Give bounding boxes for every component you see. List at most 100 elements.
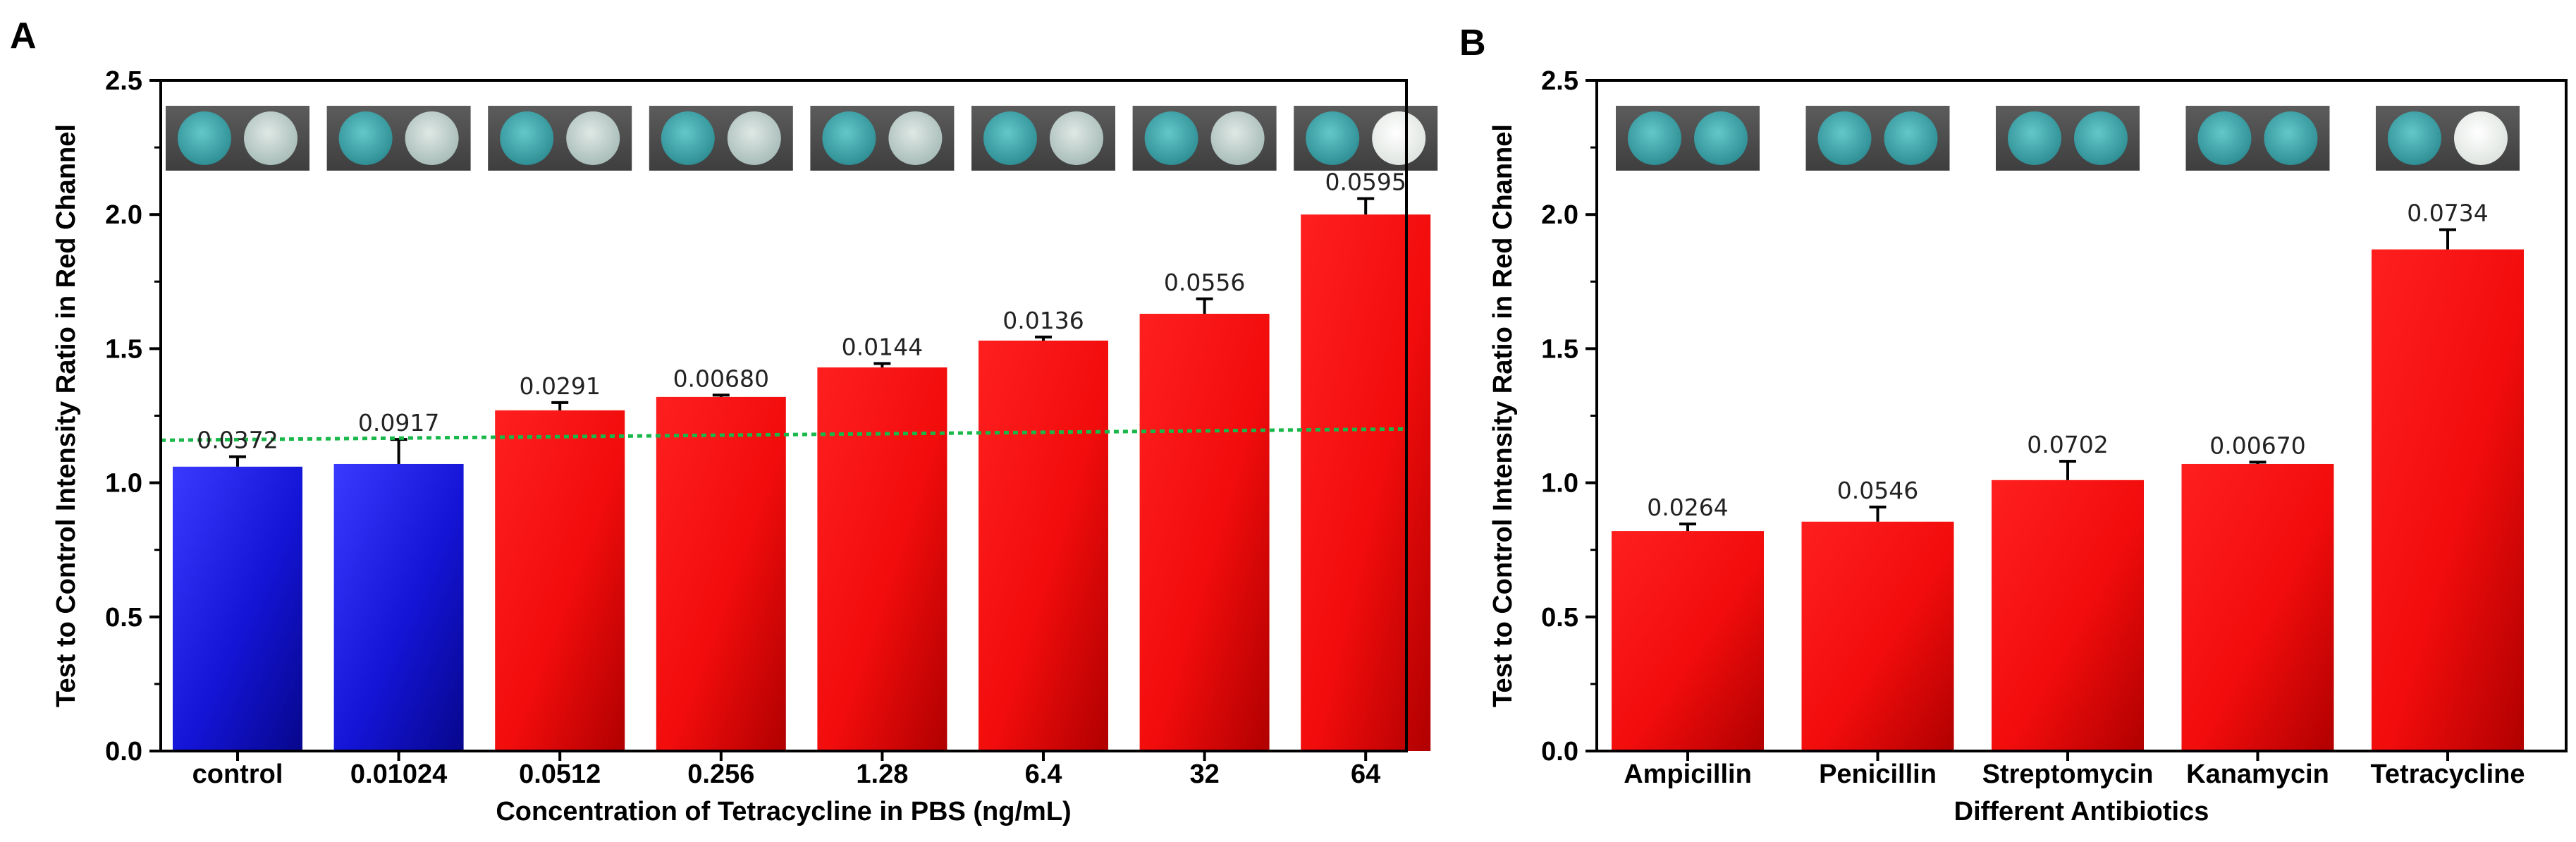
b-y-tick-label: 2.5 [1541, 66, 1578, 96]
a-y-tick-label: 0.5 [105, 603, 142, 633]
control-spot [1210, 111, 1265, 165]
panel-b-strip-photos [1616, 106, 2520, 171]
b-y-tick-label: 1.0 [1541, 469, 1578, 499]
test-spot [2388, 111, 2441, 165]
b-x-tick-label: Tetracycline [2371, 759, 2525, 789]
panel-b-bars [1612, 249, 2524, 752]
b-x-tick-label: Kanamycin [2186, 759, 2329, 789]
b-strip-photo [1996, 106, 2140, 171]
b-error-label: 0.0264 [1647, 494, 1728, 521]
a-x-tick-label: 6.4 [1025, 759, 1062, 789]
test-spot [1306, 111, 1360, 165]
b-error-label: 0.0546 [1837, 477, 1918, 504]
b-strip-photo [2376, 106, 2520, 171]
a-error-label: 0.0291 [519, 372, 600, 400]
panel-a-bars [173, 214, 1431, 751]
panel-b-x-axis-title: Different Antibiotics [1954, 797, 2209, 826]
a-bar-0-256 [656, 396, 786, 751]
a-strip-photo [1132, 106, 1277, 171]
panel-a-strip-photos [166, 106, 1438, 171]
b-y-tick-label: 2.0 [1541, 200, 1578, 230]
b-strip-photo [1805, 106, 1950, 171]
panel-a-letter: A [10, 16, 37, 56]
a-y-tick-label: 2.5 [105, 66, 142, 96]
panel-a-threshold-layer [160, 427, 1407, 442]
control-spot [2074, 111, 2128, 165]
control-spot [566, 111, 620, 165]
a-y-tick-label: 1.0 [105, 469, 142, 499]
a-strip-photo [1294, 106, 1438, 171]
a-error-label: 0.0595 [1325, 169, 1406, 196]
b-error-label: 0.0702 [2027, 431, 2108, 458]
control-spot [244, 111, 298, 165]
control-spot [1050, 111, 1103, 165]
test-spot [178, 111, 231, 165]
panel-a-x-axis-title: Concentration of Tetracycline in PBS (ng… [496, 797, 1071, 826]
a-bar-32 [1139, 313, 1270, 751]
b-error-label: 0.0734 [2407, 200, 2488, 227]
control-spot [1694, 111, 1748, 165]
panel-a-error-bars [229, 197, 1375, 467]
control-spot [727, 111, 781, 165]
a-x-tick-label: control [192, 759, 283, 789]
a-error-label: 0.00680 [673, 365, 769, 392]
a-strip-photo [810, 106, 955, 171]
test-spot [1144, 111, 1198, 165]
panel-b-y-axis-title: Test to Control Intensity Ratio in Red C… [1488, 124, 1518, 707]
test-spot [1628, 111, 1681, 165]
b-x-tick-label: Ampicillin [1624, 759, 1752, 789]
control-spot [2264, 111, 2318, 165]
a-strip-photo [649, 106, 793, 171]
b-bar-ampicillin [1612, 531, 1764, 751]
a-bar-control [173, 466, 302, 751]
test-spot [2008, 111, 2061, 165]
panel-a-x-axis: control 0.01024 0.0512 0.256 1.28 6.4 32 64 [192, 751, 1380, 789]
a-x-tick-label: 32 [1189, 759, 1219, 789]
a-bar-6-4 [979, 340, 1108, 751]
a-strip-photo [166, 106, 309, 171]
test-spot [661, 111, 715, 165]
test-spot [338, 111, 393, 165]
a-x-tick-label: 1.28 [856, 759, 908, 789]
b-x-tick-label: Streptomycin [1982, 759, 2154, 789]
panel-a-data-labels: 0.0372 0.0917 0.0291 0.00680 0.0144 0.0136 0.0… [197, 169, 1406, 454]
test-spot [1817, 111, 1872, 165]
b-bar-penicillin [1801, 521, 1954, 751]
a-bar-1-28 [817, 367, 947, 751]
a-y-tick-label: 0.0 [105, 737, 142, 767]
a-strip-photo [971, 106, 1115, 171]
panel-b-error-bars [1679, 228, 2456, 532]
b-y-tick-label: 0.5 [1541, 603, 1578, 633]
a-x-tick-label: 0.0512 [519, 759, 601, 789]
b-strip-photo [2185, 106, 2330, 171]
b-y-tick-label: 0.0 [1541, 737, 1578, 767]
b-x-tick-label: Penicillin [1819, 759, 1937, 789]
panel-b-letter: B [1459, 23, 1486, 63]
b-bar-kanamycin [2181, 463, 2334, 751]
panel-a-y-axis-title: Test to Control Intensity Ratio in Red C… [51, 124, 81, 707]
a-y-tick-label: 2.0 [105, 200, 142, 230]
a-y-tick-label: 1.5 [105, 334, 142, 364]
a-bar-64 [1301, 214, 1431, 751]
test-spot [2197, 111, 2252, 165]
a-x-tick-label: 64 [1351, 759, 1380, 789]
a-error-label: 0.0917 [358, 409, 439, 437]
panel-a-y-axis: 0.0 0.5 1.0 1.5 2.0 2.5 [105, 66, 161, 767]
a-error-label: 0.0136 [1002, 307, 1084, 334]
b-strip-photo [1616, 106, 1760, 171]
panel-b-y-axis: 0.0 0.5 1.0 1.5 2.0 2.5 [1541, 66, 1597, 767]
test-spot [822, 111, 876, 165]
a-error-label: 0.0372 [197, 427, 278, 454]
a-bar-0-01024 [333, 463, 464, 751]
control-spot [888, 111, 943, 165]
control-spot [1884, 111, 1938, 165]
test-spot [500, 111, 554, 165]
b-bar-tetracycline [2372, 249, 2524, 752]
b-bar-streptomycin [1992, 480, 2144, 751]
panel-b-data-labels: 0.0264 0.0546 0.0702 0.00670 0.0734 [1647, 200, 2488, 521]
control-spot [2454, 111, 2508, 165]
a-x-tick-label: 0.01024 [350, 759, 447, 789]
a-bar-0-0512 [495, 410, 625, 751]
